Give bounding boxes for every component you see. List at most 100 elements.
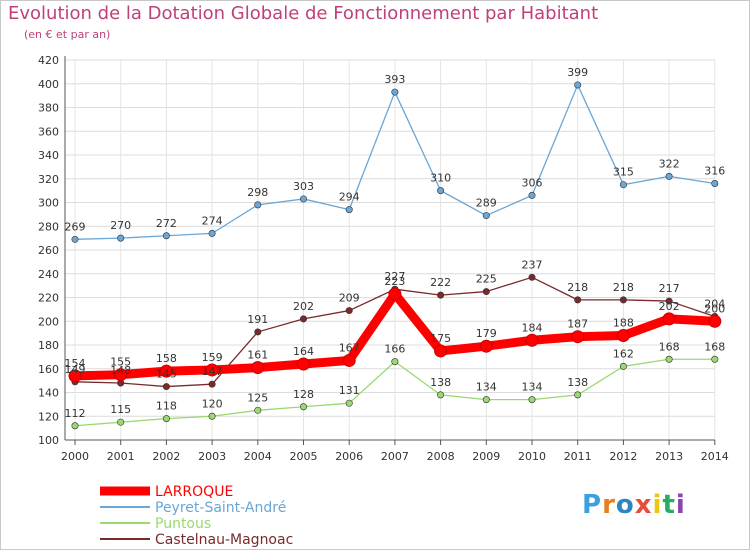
data-point — [299, 315, 307, 323]
data-label: 147 — [202, 365, 223, 378]
data-label: 138 — [567, 376, 588, 389]
data-label: 184 — [522, 321, 543, 334]
data-label: 148 — [110, 364, 131, 377]
y-tick-label: 160 — [38, 363, 59, 376]
data-label: 218 — [567, 281, 588, 294]
data-point — [482, 396, 490, 404]
x-tick-label: 2003 — [198, 450, 226, 463]
data-point — [619, 181, 627, 189]
y-tick-label: 240 — [38, 268, 59, 281]
data-point — [162, 415, 170, 423]
data-label: 306 — [522, 176, 543, 189]
y-tick-label: 420 — [38, 54, 59, 67]
proxiti-logo: Proxiti — [582, 490, 686, 520]
data-label: 145 — [156, 368, 177, 381]
data-point — [619, 362, 627, 370]
data-label: 399 — [567, 66, 588, 79]
x-tick-label: 2007 — [381, 450, 409, 463]
data-point — [708, 314, 722, 328]
data-label: 191 — [247, 313, 268, 326]
data-point — [528, 273, 536, 281]
y-tick-label: 140 — [38, 387, 59, 400]
data-point — [117, 418, 125, 426]
data-point — [525, 333, 539, 347]
y-tick-label: 180 — [38, 339, 59, 352]
y-tick-label: 400 — [38, 78, 59, 91]
data-point — [208, 380, 216, 388]
data-label: 167 — [339, 341, 360, 354]
x-tick-label: 2000 — [61, 450, 89, 463]
y-tick-label: 340 — [38, 149, 59, 162]
data-point — [299, 195, 307, 203]
data-point — [208, 229, 216, 237]
y-tick-label: 100 — [38, 434, 59, 447]
data-label: 125 — [247, 391, 268, 404]
data-label: 393 — [384, 73, 405, 86]
data-label: 289 — [476, 197, 497, 210]
logo-letter: x — [634, 490, 653, 520]
data-label: 149 — [65, 363, 86, 376]
data-label: 134 — [522, 381, 543, 394]
data-label: 138 — [430, 376, 451, 389]
data-point — [665, 297, 673, 305]
data-point — [162, 232, 170, 240]
data-label: 269 — [65, 220, 86, 233]
x-tick-label: 2011 — [564, 450, 592, 463]
data-point — [345, 307, 353, 315]
data-label: 294 — [339, 191, 360, 204]
data-point — [345, 206, 353, 214]
x-tick-label: 2004 — [244, 450, 272, 463]
data-label: 175 — [430, 332, 451, 345]
data-point — [574, 296, 582, 304]
data-point — [254, 328, 262, 336]
data-label: 274 — [202, 214, 223, 227]
data-label: 162 — [613, 347, 634, 360]
data-label: 209 — [339, 292, 360, 305]
data-point — [482, 288, 490, 296]
data-label: 227 — [384, 270, 405, 283]
legend-label: LARROQUE — [155, 484, 233, 500]
data-point — [616, 329, 630, 342]
y-tick-label: 280 — [38, 220, 59, 233]
data-point — [711, 355, 719, 363]
x-tick-label: 2014 — [701, 450, 729, 463]
data-point — [254, 406, 262, 414]
data-label: 188 — [613, 317, 634, 330]
data-label: 187 — [567, 318, 588, 331]
data-point — [299, 403, 307, 411]
data-label: 217 — [659, 282, 680, 295]
data-point — [117, 234, 125, 242]
data-point — [251, 361, 265, 375]
data-label: 168 — [704, 340, 725, 353]
data-label: 166 — [384, 343, 405, 356]
logo-letter: i — [652, 490, 663, 520]
logo-letter: r — [602, 490, 616, 520]
data-point — [388, 287, 402, 301]
data-label: 204 — [704, 298, 725, 311]
data-point — [437, 187, 445, 195]
data-label: 154 — [65, 357, 86, 370]
x-tick-label: 2009 — [472, 450, 500, 463]
y-tick-label: 120 — [38, 410, 59, 423]
data-label: 134 — [476, 381, 497, 394]
data-point — [662, 312, 676, 326]
data-point — [479, 339, 493, 353]
data-point — [437, 291, 445, 299]
data-point — [571, 330, 585, 344]
y-tick-label: 300 — [38, 197, 59, 210]
data-point — [574, 81, 582, 89]
data-label: 222 — [430, 276, 451, 289]
data-point — [619, 296, 627, 304]
y-tick-label: 360 — [38, 125, 59, 138]
data-point — [345, 399, 353, 407]
data-label: 310 — [430, 172, 451, 185]
data-label: 128 — [293, 388, 314, 401]
logo-letter: t — [662, 490, 676, 520]
data-point — [574, 391, 582, 399]
x-tick-label: 2006 — [335, 450, 363, 463]
data-point — [391, 358, 399, 366]
logo-letter: o — [615, 490, 635, 520]
data-label: 164 — [293, 345, 314, 358]
x-tick-label: 2001 — [107, 450, 135, 463]
